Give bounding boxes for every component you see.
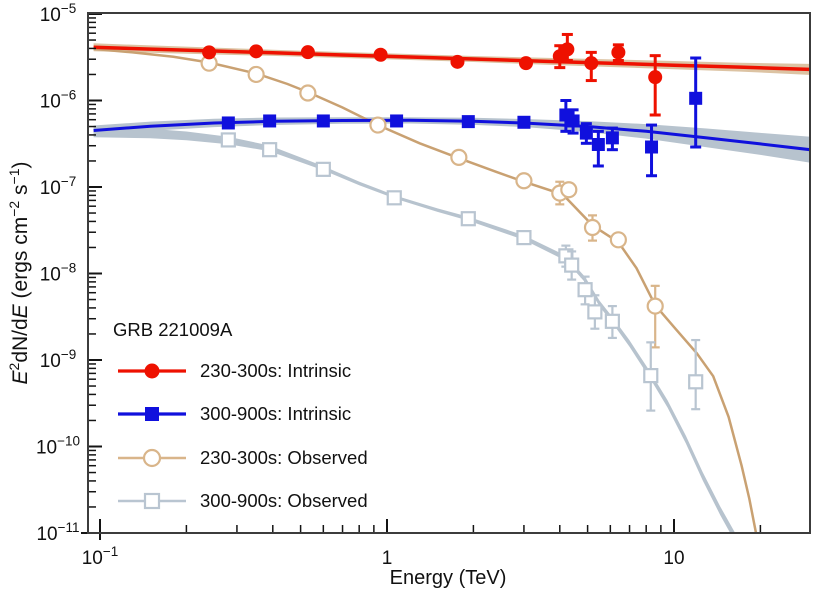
tick-label: 10−1	[82, 544, 119, 569]
tick-label: 10−11	[36, 520, 79, 545]
legend-markers	[118, 363, 186, 510]
legend-entry-intrinsic-230-300: 230-300s: Intrinsic	[200, 360, 351, 381]
tick-label: 10−8	[40, 261, 77, 286]
tick-label: 10−9	[40, 347, 77, 372]
x-axis-title: Energy (TeV)	[390, 567, 507, 589]
tick-label: 1	[382, 548, 393, 569]
tick-label: 10−6	[40, 88, 77, 113]
legend-entry-observed-230-300: 230-300s: Observed	[200, 447, 368, 468]
legend-entry-observed-300-900: 300-900s: Observed	[200, 490, 368, 511]
legend-entry-intrinsic-300-900: 300-900s: Intrinsic	[200, 403, 351, 424]
legend-title: GRB 221009A	[113, 319, 233, 340]
tick-label: 10	[663, 548, 684, 569]
tick-label: 10−5	[40, 1, 77, 26]
y-axis-title: E2dN/dE (ergs cm−2 s−1)	[6, 162, 32, 385]
series-points-230-300s-observed	[200, 54, 664, 349]
data-points	[200, 32, 704, 412]
series-points-230-300s-intrinsic	[202, 32, 663, 117]
plot-frame	[87, 12, 811, 534]
tick-label: 10−10	[36, 434, 80, 459]
legend-marker-square-filled	[145, 407, 159, 421]
legend-marker-circle-open	[142, 448, 162, 468]
series-points-300-900s-observed	[220, 132, 704, 412]
legend-marker-circle-filled	[144, 363, 160, 379]
tick-label: 10−7	[40, 174, 77, 199]
legend: GRB 221009A 230-300s: Intrinsic 300-900s…	[113, 319, 368, 511]
legend-marker-square-open	[143, 492, 161, 510]
series-points-300-900s-intrinsic	[221, 56, 703, 178]
